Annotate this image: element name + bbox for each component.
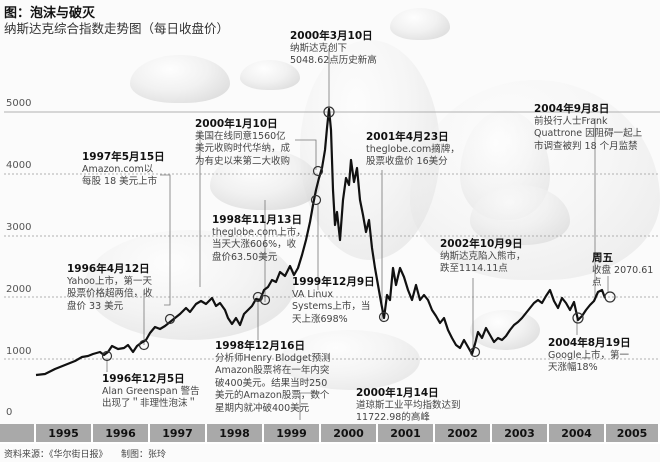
year-cell-1998: 1998 <box>207 424 262 442</box>
annotation-1998-11-13: 1998年11月13日 theglobe.com上市， 当天大涨606%，收 盘… <box>212 214 306 263</box>
bubble-decoration <box>240 60 300 90</box>
y-tick-1000: 1000 <box>6 346 32 357</box>
year-cell-2004: 2004 <box>549 424 604 442</box>
event-markers <box>101 106 616 362</box>
nasdaq-line <box>35 107 607 377</box>
year-cell-1996: 1996 <box>93 424 148 442</box>
y-tick-2000: 2000 <box>6 284 32 295</box>
annotation-2001-04-23: 2001年4月23日 theglobe.com摘牌， 股票收盘价 16美分 <box>366 131 460 167</box>
x-axis-year-bar: 1995 1996 1997 1998 1999 2000 2001 2002 … <box>0 424 660 444</box>
bubble-decoration <box>280 330 420 390</box>
y-tick-3000: 3000 <box>6 222 32 233</box>
bubble-decoration <box>470 310 540 350</box>
year-cell-1997: 1997 <box>150 424 205 442</box>
year-cell-2003: 2003 <box>492 424 547 442</box>
annotation-2000-01-10: 2000年1月10日 美国在线同意1560亿 美元收购时代华纳，成 为有史以来第… <box>195 118 291 167</box>
year-cell-2000: 2000 <box>321 424 376 442</box>
y-tick-0: 0 <box>6 407 13 418</box>
annotation-2000-03-10: 2000年3月10日 纳斯达克创下 5048.62点历史新高 <box>290 30 377 66</box>
annotation-1999-12-09: 1999年12月9日 VA Linux Systems上市，当 天上涨698% <box>292 276 375 325</box>
bubble-decoration <box>130 55 230 103</box>
chart-subtitle: 纳斯达克综合指数走势图（每日收盘价） <box>4 21 230 36</box>
year-cell-2002: 2002 <box>435 424 490 442</box>
bubble-decoration <box>390 8 450 40</box>
annotation-1996-04-12: 1996年4月12日 Yahoo上市，第一天 股票价格超两倍，收 盘价 33 美… <box>67 263 153 312</box>
source-credit: 资料来源：《华尔街日报》 制图：张玲 <box>4 450 167 460</box>
year-cell-blank <box>0 424 34 442</box>
annotation-1998-12-16: 1998年12月16日 分析师Henry Blodget预测 Amazon股票将… <box>215 340 331 414</box>
bubble-decoration <box>85 230 295 340</box>
annotation-friday-close: 周五 收盘 2070.61点 <box>592 252 654 288</box>
y-tick-4000: 4000 <box>6 160 32 171</box>
bubble-decoration <box>410 80 660 280</box>
annotation-2002-10-09: 2002年10月9日 纳斯达克陷入熊市， 跌至1114.11点 <box>440 238 526 274</box>
y-tick-5000: 5000 <box>6 98 32 109</box>
year-cell-1999: 1999 <box>264 424 319 442</box>
annotation-2004-09-08: 2004年9月8日 前投行人士Frank Quattrone 因阻碍一起上 市调… <box>534 103 643 152</box>
annotation-2004-08-19: 2004年8月19日 Google上市，第一 天涨幅18% <box>548 337 631 373</box>
leader-lines <box>106 48 609 420</box>
year-cell-1995: 1995 <box>36 424 91 442</box>
year-cell-2005: 2005 <box>606 424 658 442</box>
bubble-decoration <box>470 185 570 245</box>
annotation-2000-01-14: 2000年1月14日 道琼斯工业平均指数达到 11722.98的高峰 <box>356 387 461 423</box>
annotation-1996-12-05: 1996年12月5日 Alan Greenspan 警告 出现了＂非理性泡沫＂ <box>102 373 200 409</box>
chart-title: 图：泡沫与破灭 <box>4 6 96 21</box>
annotation-1997-05-15: 1997年5月15日 Amazon.com以 每股 18 美元上市 <box>82 151 165 187</box>
year-cell-2001: 2001 <box>378 424 433 442</box>
